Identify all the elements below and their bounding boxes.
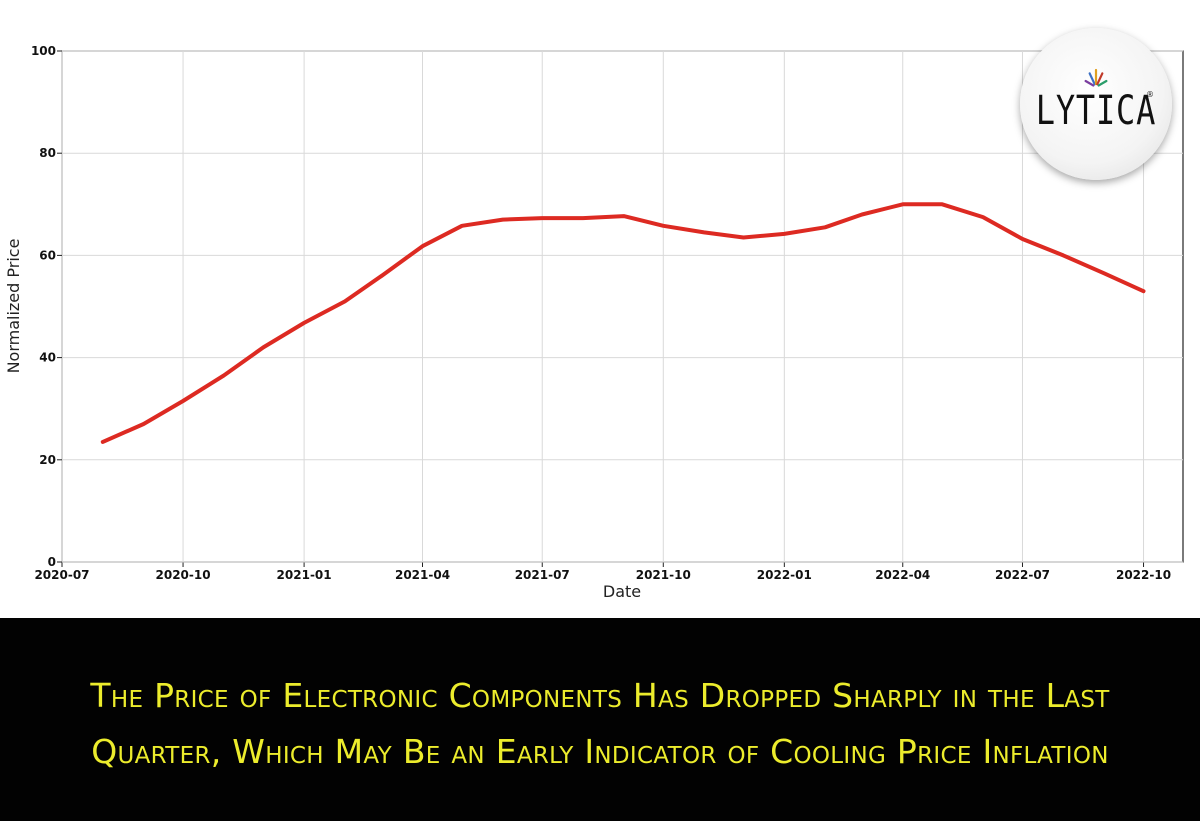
caption-line-2: Quarter, Which May Be an Early Indicator… bbox=[91, 732, 1109, 771]
x-tick-label: 2020-10 bbox=[156, 568, 211, 582]
logo-ray bbox=[1097, 79, 1108, 87]
x-tick-label: 2021-07 bbox=[515, 568, 570, 582]
logo-registered-mark: ® bbox=[1146, 90, 1154, 99]
y-tick-label: 40 bbox=[39, 351, 56, 365]
x-tick-label: 2022-01 bbox=[757, 568, 812, 582]
x-tick-label: 2021-01 bbox=[277, 568, 332, 582]
y-gridlines bbox=[57, 50, 1183, 563]
x-tick-label: 2020-07 bbox=[34, 568, 89, 582]
y-tick-label: 100 bbox=[31, 44, 56, 58]
chart-area: 2020-07 2020-10 2021-01 2021-04 2021-07 2021-… bbox=[4, 28, 1184, 601]
logo-ray bbox=[1084, 79, 1095, 87]
caption-banner: The Price of Electronic Components Has D… bbox=[0, 618, 1200, 821]
y-axis-label: Normalized Price bbox=[4, 239, 23, 374]
x-axis-label: Date bbox=[603, 582, 641, 601]
x-tick-label: 2022-07 bbox=[995, 568, 1050, 582]
logo-ray bbox=[1088, 72, 1096, 86]
x-gridlines bbox=[61, 51, 1145, 567]
x-tick-label: 2021-10 bbox=[636, 568, 691, 582]
x-tick-labels: 2020-07 2020-10 2021-01 2021-04 2021-07 2021-… bbox=[34, 568, 1171, 582]
logo-text: LYTICA bbox=[1035, 88, 1157, 134]
x-tick-label: 2021-04 bbox=[395, 568, 450, 582]
logo-ray bbox=[1096, 72, 1104, 86]
y-tick-label: 80 bbox=[39, 146, 56, 160]
y-tick-label: 20 bbox=[39, 453, 56, 467]
caption-text: The Price of Electronic Components Has D… bbox=[20, 668, 1180, 780]
series-line bbox=[100, 202, 1146, 444]
y-tick-label: 0 bbox=[48, 555, 56, 569]
lytica-logo: LYTICA ® bbox=[1020, 28, 1172, 180]
x-tick-label: 2022-10 bbox=[1116, 568, 1171, 582]
plot-frame bbox=[61, 50, 1184, 563]
y-tick-labels: 0 20 40 60 80 100 bbox=[31, 44, 56, 569]
caption-line-1: The Price of Electronic Components Has D… bbox=[90, 676, 1110, 715]
y-tick-label: 60 bbox=[39, 248, 56, 262]
logo-burst-icon bbox=[1084, 68, 1108, 87]
x-tick-label: 2022-04 bbox=[875, 568, 930, 582]
line-chart: 2020-07 2020-10 2021-01 2021-04 2021-07 2021-… bbox=[4, 44, 1184, 601]
